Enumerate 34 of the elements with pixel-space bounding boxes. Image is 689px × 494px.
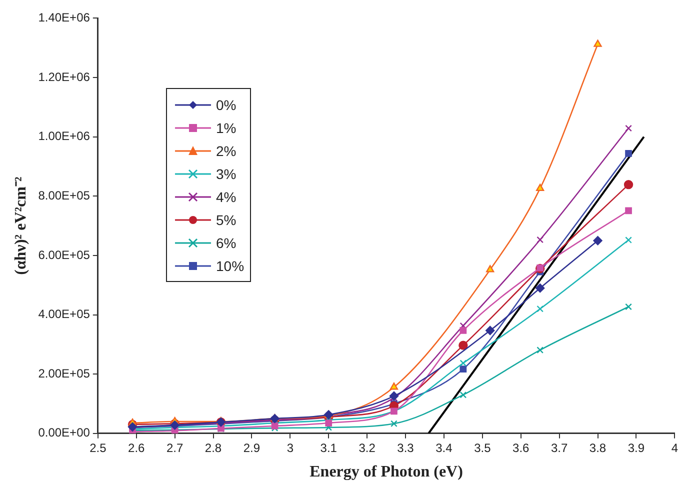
x-tick-label: 3.7 bbox=[550, 440, 568, 455]
y-tick-label: 1.00E+06 bbox=[38, 129, 90, 144]
x-tick-label: 2.6 bbox=[128, 440, 146, 455]
legend-label: 3% bbox=[216, 166, 236, 182]
legend-label: 10% bbox=[216, 258, 244, 274]
legend-label: 0% bbox=[216, 96, 236, 112]
x-tick-label: 2.9 bbox=[243, 440, 260, 455]
x-tick-label: 2.7 bbox=[166, 440, 184, 455]
y-tick-label: 8.00E+05 bbox=[38, 188, 90, 202]
legend-label: 4% bbox=[216, 188, 236, 204]
legend-label: 5% bbox=[216, 212, 236, 228]
legend-label: 2% bbox=[216, 142, 236, 158]
x-tick-label: 3.1 bbox=[320, 440, 338, 455]
x-tick-label: 3.9 bbox=[628, 440, 645, 455]
y-tick-label: 4.00E+05 bbox=[38, 307, 90, 322]
y-tick-label: 6.00E+05 bbox=[38, 248, 90, 262]
x-tick-label: 3.8 bbox=[589, 440, 606, 455]
y-tick-label: 2.00E+05 bbox=[38, 366, 90, 380]
y-axis-title: (αhν)² eV²cm⁻² bbox=[12, 176, 30, 275]
y-tick-label: 0.00E+00 bbox=[38, 426, 90, 440]
x-tick-label: 3.5 bbox=[474, 440, 492, 455]
y-tick-label: 1.20E+06 bbox=[38, 70, 90, 84]
legend-label: 6% bbox=[216, 234, 236, 250]
x-tick-label: 3.2 bbox=[358, 440, 376, 455]
x-tick-label: 3.4 bbox=[436, 440, 453, 455]
x-tick-label: 3.3 bbox=[397, 440, 414, 455]
x-tick-label: 4 bbox=[671, 440, 678, 455]
x-tick-label: 2.8 bbox=[204, 440, 222, 455]
x-tick-label: 3.6 bbox=[512, 440, 530, 455]
x-tick-label: 3 bbox=[286, 440, 294, 455]
legend-label: 1% bbox=[216, 120, 236, 136]
x-axis-title: Energy of Photon (eV) bbox=[310, 464, 463, 481]
x-tick-label: 2.5 bbox=[90, 440, 107, 455]
y-tick-label: 1.40E+06 bbox=[38, 10, 90, 25]
